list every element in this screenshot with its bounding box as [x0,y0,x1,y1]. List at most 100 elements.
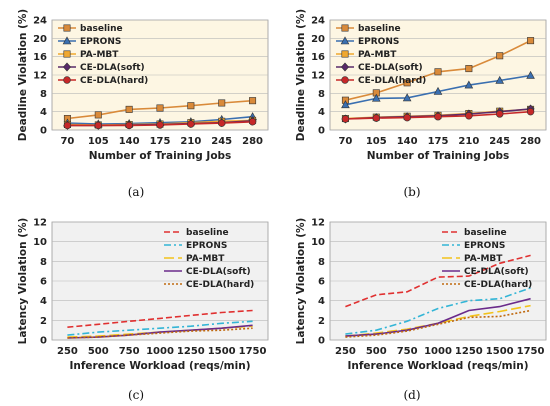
legend-label: CE-DLA(hard) [358,76,426,86]
x-tick-label: 70 [60,136,74,147]
legend-label: CE-DLA(soft) [80,63,145,73]
x-tick-label: 1250 [455,346,483,357]
legend-label: baseline [186,228,229,238]
data-point [434,113,442,121]
chart-b: 0 4 8 12 16 20 24 70 105 140 175 210 245 280 Number of… [295,9,547,162]
legend-label: CE-DLA(hard) [464,280,532,290]
data-point [218,119,226,127]
legend-label: CE-DLA(hard) [186,280,254,290]
data-point [156,104,164,112]
legend-marker [63,50,71,58]
x-tick-label: 250 [335,346,356,357]
data-point [434,68,442,76]
x-tick-label: 1500 [208,346,236,357]
legend-marker [63,76,71,84]
chart-a: 0 4 8 12 16 20 24 70 105 140 175 210 245 280 Number of… [17,9,269,162]
legend-label: CE-DLA(hard) [80,76,148,86]
x-tick-label: 1000 [146,346,174,357]
legend-label: EPRONS [464,241,505,251]
legend-marker [341,50,349,58]
data-point [94,121,102,130]
x-tick-label: 175 [150,136,171,147]
data-point [187,102,195,110]
series-line [345,297,531,337]
y-tick-label: 6 [40,277,47,288]
series-line [67,327,253,339]
series-line [345,254,531,308]
legend-marker [63,24,71,32]
data-point [496,110,504,118]
y-tick-label: 10 [33,237,47,248]
data-point [526,107,535,116]
legend-marker [62,62,72,72]
legend-label: baseline [358,24,401,34]
legend-marker [341,76,349,84]
x-tick-label: 1000 [424,346,452,357]
data-point [125,121,133,130]
x-tick-label: 250 [57,346,78,357]
x-axis-title: Inference Workload (reqs/min) [347,360,528,372]
data-point [403,113,411,122]
y-tick-label: 10 [311,237,325,248]
y-axis-title: Latency Violation (%) [17,218,29,345]
data-point [464,80,474,89]
x-tick-label: 1750 [517,346,545,357]
data-point [94,111,102,119]
x-tick-label: 280 [520,136,541,147]
y-tick-label: 12 [33,218,47,229]
x-tick-label: 245 [211,136,232,147]
legend-label: baseline [80,24,123,34]
x-tick-label: 210 [180,136,201,147]
data-point [433,86,443,95]
x-tick-label: 245 [489,136,510,147]
data-point [465,65,473,73]
data-point [372,114,380,122]
legend-label: EPRONS [80,37,121,47]
data-point [495,75,505,84]
data-point [341,115,350,123]
legend-label: PA-MBT [80,50,119,60]
y-tick-label: 0 [318,126,325,137]
data-point [402,93,412,102]
y-tick-label: 20 [311,34,325,45]
y-tick-label: 2 [318,316,325,327]
x-tick-label: 210 [458,136,479,147]
y-tick-label: 4 [40,107,47,118]
series-line [67,324,253,339]
x-tick-label: 500 [366,346,387,357]
y-tick-label: 6 [318,277,325,288]
x-tick-label: 280 [242,136,263,147]
legend-marker [340,62,350,72]
legend-label: PA-MBT [358,50,397,60]
y-tick-label: 24 [33,16,47,27]
chart-d: 0 2 4 6 8 10 12 250 500 750 1000 1250 1500 1750 Infere… [295,218,547,372]
legend-label: EPRONS [358,37,399,47]
data-point [248,118,257,126]
data-point [218,99,226,107]
data-point [341,100,350,109]
x-tick-label: 500 [88,346,109,357]
x-tick-label: 1750 [239,346,267,357]
data-point [371,93,381,102]
x-axis-title: Number of Training Jobs [367,150,510,162]
legend-label: CE-DLA(soft) [186,267,251,277]
y-tick-label: 8 [40,257,47,268]
data-point [125,105,133,113]
x-tick-label: 1250 [177,346,205,357]
y-tick-label: 12 [311,71,325,82]
y-tick-label: 4 [318,107,325,118]
x-tick-label: 750 [397,346,418,357]
caption-a: (a) [128,185,145,199]
series-line [67,309,253,328]
y-tick-label: 16 [33,52,47,63]
y-tick-label: 8 [318,89,325,100]
x-tick-label: 70 [338,136,352,147]
legend-marker [340,36,350,45]
y-tick-label: 12 [311,218,325,229]
y-tick-label: 4 [40,296,47,307]
legend-label: PA-MBT [186,254,225,264]
data-point [156,121,164,129]
y-tick-label: 2 [40,316,47,327]
x-axis-title: Number of Training Jobs [89,150,232,162]
